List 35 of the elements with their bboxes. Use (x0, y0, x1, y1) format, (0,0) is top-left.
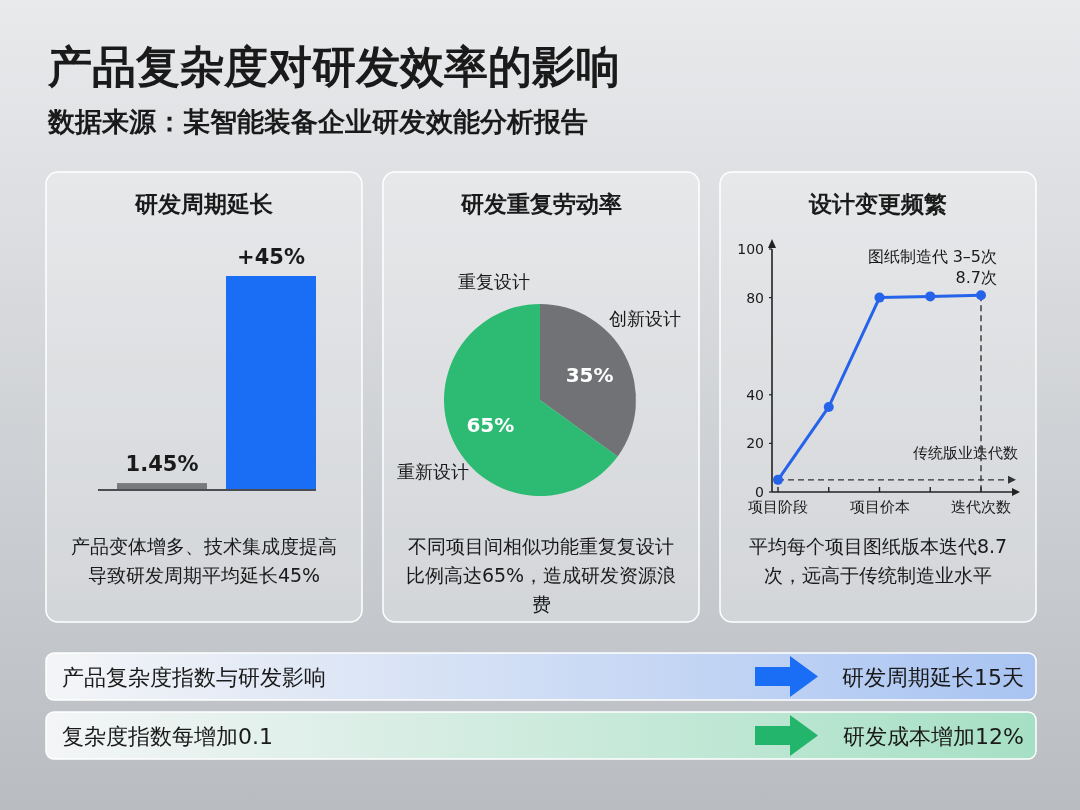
point (874, 292, 885, 303)
chart-title: 研发重复劳动率 (459, 191, 622, 217)
ref-line-label: 图纸制造代 3–5次 (867, 247, 997, 266)
x-tick-label: 迭代次数 (951, 498, 1011, 516)
point (976, 290, 986, 301)
data-label: 35% (565, 362, 614, 387)
text: 研发周期延长15天 (842, 665, 1024, 690)
point (925, 291, 936, 302)
text: 平均每个项目图纸版本迭代8.7次，远高于传统制造业水平 (748, 535, 1008, 586)
text: 产品复杂度对研发效率的影响 (47, 41, 620, 92)
text: 重新设计 (397, 461, 469, 482)
text: 不同项目间相似功能重复复设计比例高达65%，造成研发资源浪费 (405, 535, 677, 615)
data-label: +45% (237, 245, 305, 269)
y-tick-label: 100 (737, 241, 764, 257)
y-tick-label: 0 (755, 484, 764, 500)
x-tick-label: 项目价本 (849, 498, 910, 516)
text: 产品变体增多、技术集成度提高导致研发周期平均延长45% (71, 535, 337, 586)
chart-title: 设计变更频繁 (808, 191, 947, 217)
y-tick-label: 40 (746, 386, 764, 403)
y-tick-label: 20 (746, 435, 764, 452)
point (823, 401, 834, 412)
ref-line-label: 传统版业迭代数 (913, 443, 1018, 462)
data-label: 65% (466, 413, 515, 438)
point (773, 474, 783, 485)
annotation: 8.7次 (955, 268, 997, 288)
text: 产品复杂度指数与研发影响 (62, 665, 326, 690)
slice-label: 创新设计 (609, 308, 681, 329)
slice-label: 重复设计 (458, 271, 530, 292)
text: 复杂度指数每增加0.1 (62, 724, 273, 749)
text: 数据来源：某智能装备企业研发效能分析报告 (47, 106, 588, 137)
y-tick-label: 80 (746, 289, 764, 306)
text: 研发成本增加12% (843, 724, 1024, 749)
x-tick-label: 项目阶段 (748, 498, 808, 516)
data-label: 1.45% (125, 452, 199, 477)
chart-title: 研发周期延长 (134, 191, 273, 217)
